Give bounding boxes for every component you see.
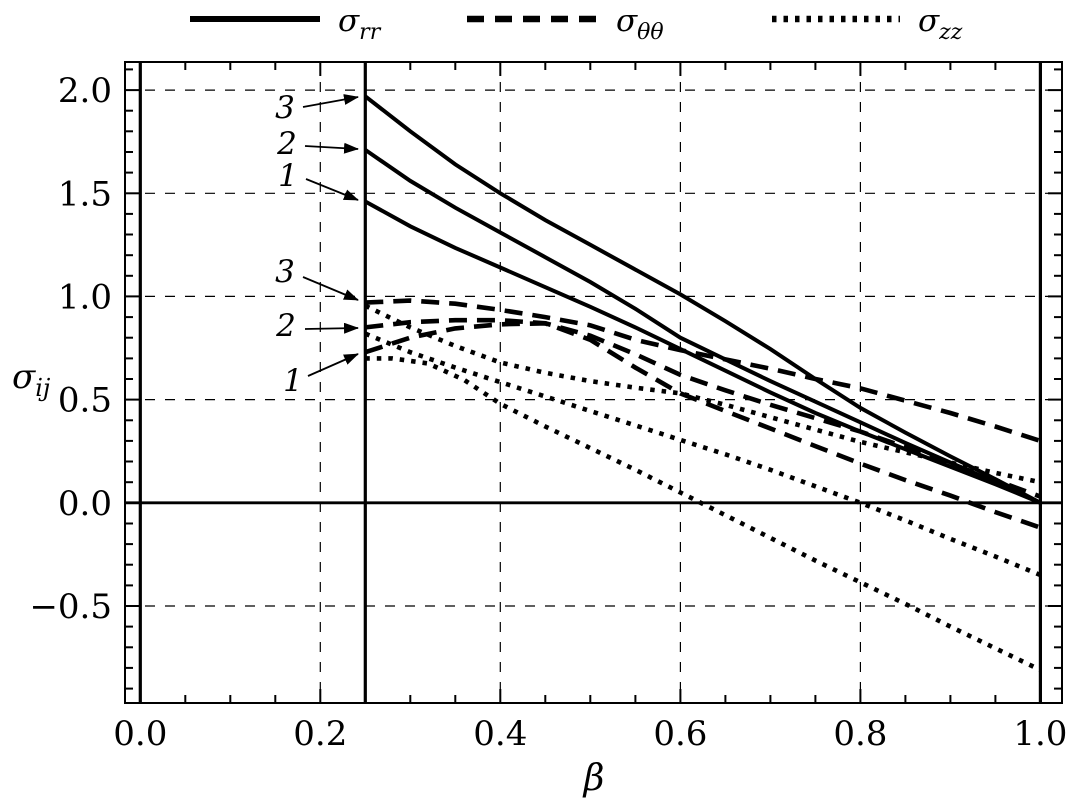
curve-sigma-thetatheta-3: [365, 298, 1042, 444]
curve-sigma-rr-1: [364, 199, 1042, 505]
x-tick-label-0.6: 0.6: [653, 714, 707, 754]
plot-frame: [124, 61, 1063, 704]
curve-sigma-zz-1: [365, 356, 1042, 673]
annotation-arrow-sigma-rr-1: [305, 178, 359, 201]
legend-label-rr: σrr: [338, 3, 382, 45]
x-tick-label-0.4: 0.4: [473, 714, 527, 754]
x-axis-label: β: [582, 758, 605, 799]
annotation-arrow-sigma-rr-2: [304, 142, 359, 154]
x-tick-label-0.0: 0.0: [113, 714, 167, 754]
x-tick-label-0.2: 0.2: [293, 714, 347, 754]
legend: σrr σθθ σzz: [190, 3, 963, 45]
y-tick-label-1.0: 1.0: [58, 277, 112, 317]
ticks: [125, 62, 1062, 703]
y-tick-label-0.5: 0.5: [58, 381, 112, 421]
y-tick-label-0.0: 0.0: [58, 484, 112, 524]
annotation-label-sigma-rr-2: 2: [276, 126, 297, 162]
curve-sigma-thetatheta-2: [365, 317, 1042, 499]
annotation-label-sigma-thetatheta-1: 1: [283, 363, 303, 399]
annotation-arrow-sigma-thetatheta-1: [307, 353, 359, 377]
legend-label-zz: σzz: [918, 3, 963, 45]
y-tick-label-1.5: 1.5: [58, 174, 112, 214]
curve-sigma-thetatheta-1: [364, 320, 1042, 530]
curve-sigma-rr-2: [364, 148, 1042, 505]
annotation-arrow-sigma-thetatheta-3: [302, 276, 359, 301]
curve-sigma-rr-3: [364, 94, 1042, 505]
y-axis-label: σij: [12, 357, 51, 402]
annotation-label-sigma-rr-3: 3: [275, 90, 295, 126]
legend-label-θθ: σθθ: [616, 3, 664, 45]
annotation-arrow-sigma-thetatheta-2: [304, 322, 359, 334]
annotation-label-sigma-thetatheta-2: 2: [275, 308, 296, 344]
y-tick-label-−0.5: −0.5: [29, 587, 112, 627]
annotation-arrow-sigma-rr-3: [302, 94, 359, 108]
x-tick-label-0.8: 0.8: [833, 714, 887, 754]
curves: [364, 94, 1042, 673]
y-tick-label-2.0: 2.0: [58, 71, 112, 111]
annotation-label-sigma-thetatheta-3: 3: [275, 254, 295, 290]
x-tick-label-1.0: 1.0: [1013, 714, 1067, 754]
annotation-label-sigma-rr-1: 1: [278, 158, 298, 194]
